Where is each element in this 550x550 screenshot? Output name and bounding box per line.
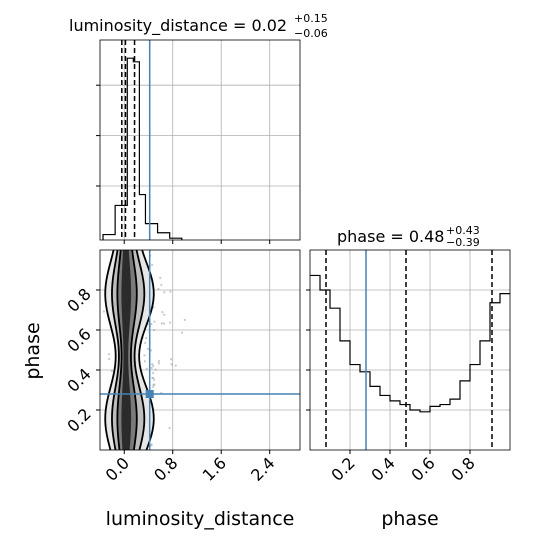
x-axis-label-phase: phase xyxy=(381,508,438,530)
sample-point xyxy=(152,378,156,382)
histogram-step xyxy=(310,274,510,413)
panel-title: luminosity_distance = 0.02 xyxy=(69,16,287,36)
tick-marks: 0.0 0.8 1.6 2.4 0.2 0.4 0.6 0.8 xyxy=(63,284,278,484)
y-tick-label: 0.4 xyxy=(63,364,94,395)
sample-point xyxy=(146,347,150,351)
panel-frame xyxy=(99,39,301,241)
sample-point xyxy=(170,358,173,361)
sample-point xyxy=(160,322,163,325)
sample-point xyxy=(150,322,153,326)
contour-line xyxy=(111,250,120,450)
sample-point xyxy=(144,341,147,344)
sample-point xyxy=(153,320,156,323)
sample-point xyxy=(159,276,162,279)
y-axis-label-phase: phase xyxy=(22,322,44,379)
sample-point xyxy=(170,363,173,366)
tick-marks xyxy=(96,84,271,244)
luminosity-distance-histogram-panel: luminosity_distance = 0.02 +0.15 −0.06 xyxy=(69,12,328,244)
sample-point xyxy=(108,357,111,361)
sample-point xyxy=(150,366,153,369)
y-tick-label: 0.8 xyxy=(63,284,94,315)
sample-point xyxy=(183,318,186,321)
density-fill xyxy=(121,250,132,450)
histogram-marks xyxy=(102,40,183,240)
sample-point xyxy=(153,383,156,386)
sample-point xyxy=(160,283,163,286)
grid xyxy=(100,40,300,240)
x-tick-label: 1.6 xyxy=(199,453,230,484)
truth-lines xyxy=(100,250,300,450)
sample-point xyxy=(152,328,156,332)
x-tick-label: 0.8 xyxy=(447,453,478,484)
sample-point xyxy=(163,322,166,325)
x-tick-label: 0.0 xyxy=(102,453,133,484)
truth-marker xyxy=(145,390,154,398)
sample-point xyxy=(145,367,148,370)
contour-line xyxy=(133,250,146,450)
title-plus: +0.15 xyxy=(294,12,328,25)
sample-point xyxy=(161,311,164,314)
sample-point xyxy=(168,426,171,430)
sample-point xyxy=(157,287,160,290)
sample-point xyxy=(145,336,148,340)
x-tick-label: 0.8 xyxy=(150,453,181,484)
contour-line xyxy=(104,250,117,450)
sample-point xyxy=(110,370,114,373)
panel-frame xyxy=(309,249,511,451)
sample-point xyxy=(143,360,146,363)
title-prefix: phase = 0.48 xyxy=(337,227,444,246)
sample-point xyxy=(102,310,106,313)
sample-point xyxy=(107,353,111,356)
x-tick-label: 0.2 xyxy=(327,453,358,484)
title-plus: +0.43 xyxy=(446,224,480,237)
sample-point xyxy=(151,371,155,375)
sample-point xyxy=(151,376,154,380)
histogram-marks xyxy=(310,250,510,450)
sample-point xyxy=(174,364,177,367)
x-axis-label-luminosity-distance: luminosity_distance xyxy=(106,508,295,530)
panel-title: phase = 0.48 xyxy=(337,227,444,246)
tick-marks: 0.2 0.4 0.6 0.8 xyxy=(306,289,479,485)
sample-point xyxy=(152,385,155,388)
sample-point xyxy=(169,290,172,293)
contour-line xyxy=(138,250,155,450)
y-tick-label: 0.6 xyxy=(63,324,94,355)
sample-point xyxy=(169,321,172,324)
phase-histogram-panel: 0.2 0.4 0.6 0.8 phase = 0.48 +0.43 −0.39 xyxy=(306,224,511,485)
contour-line xyxy=(130,250,138,450)
density-contours xyxy=(104,250,155,450)
x-tick-label: 0.6 xyxy=(407,453,438,484)
sample-point xyxy=(143,354,146,357)
sample-point xyxy=(181,331,184,334)
panel-frame xyxy=(99,249,301,451)
sample-point xyxy=(151,363,154,366)
title-minus: −0.39 xyxy=(446,236,480,249)
histogram-step xyxy=(102,57,183,240)
sample-point xyxy=(157,360,161,363)
sample-point xyxy=(150,263,154,267)
title-prefix: luminosity_distance = 0.02 xyxy=(69,16,287,36)
sample-point xyxy=(157,362,161,365)
grid xyxy=(310,250,510,450)
sample-point xyxy=(163,291,166,294)
sample-point xyxy=(152,364,155,368)
contour-line xyxy=(116,250,123,450)
x-tick-label: 2.4 xyxy=(247,453,278,484)
sample-point xyxy=(150,443,153,446)
scatter-panel: 0.0 0.8 1.6 2.4 0.2 0.4 0.6 0.8 xyxy=(63,249,301,485)
sample-point xyxy=(154,368,157,371)
title-minus: −0.06 xyxy=(294,27,328,40)
x-tick-label: 0.4 xyxy=(367,453,398,484)
sample-point xyxy=(163,313,166,316)
sample-point xyxy=(149,349,153,352)
y-tick-label: 0.2 xyxy=(63,404,94,435)
